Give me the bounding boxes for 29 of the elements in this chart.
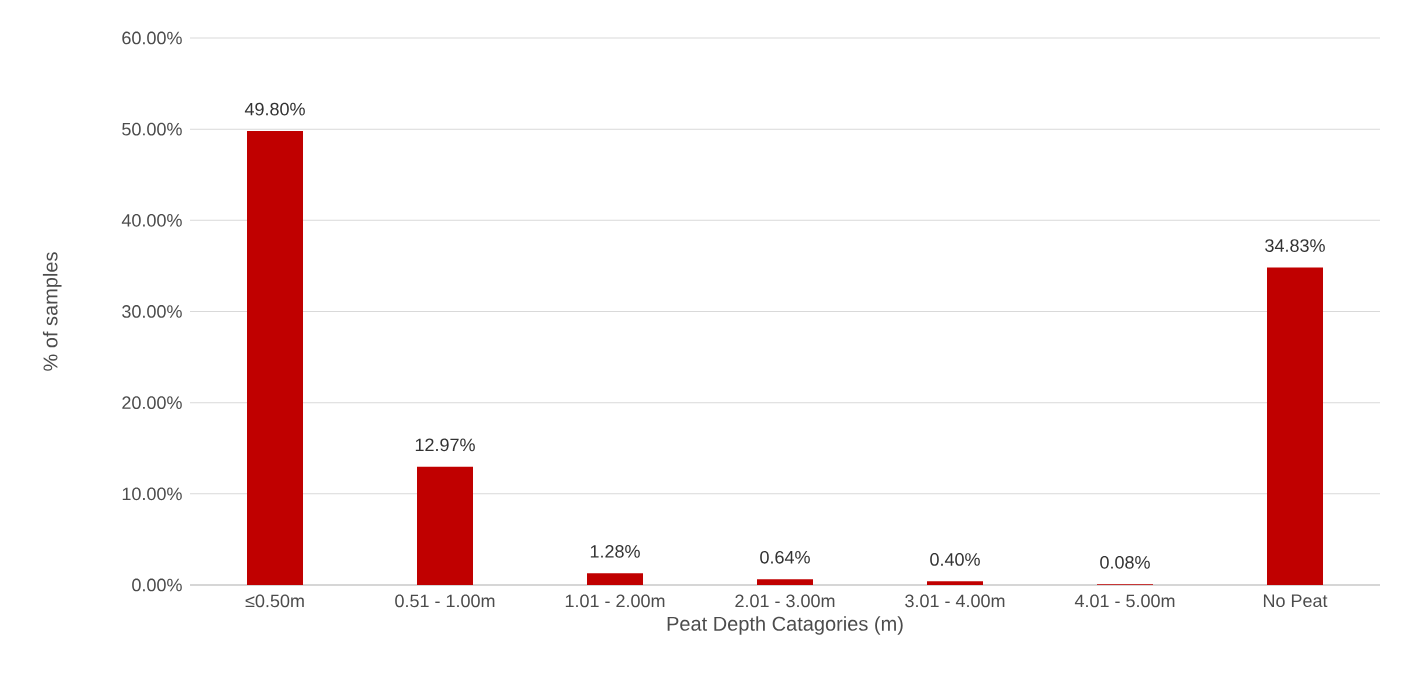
bar <box>927 581 983 585</box>
y-axis-title: % of samples <box>42 252 62 371</box>
data-label: 49.80% <box>244 102 305 116</box>
bar <box>417 466 473 585</box>
y-tick-label: 10.00% <box>122 487 182 501</box>
bar <box>1267 267 1323 585</box>
data-label: 34.83% <box>1265 239 1325 252</box>
data-label: 12.97% <box>415 438 475 452</box>
data-label: 1.28% <box>590 545 640 558</box>
data-label: 0.08% <box>1100 555 1150 569</box>
y-tick-label: 60.00% <box>122 31 182 45</box>
bar <box>757 579 813 585</box>
x-tick-label: 1.01 - 2.00m <box>565 594 665 608</box>
y-tick-label: 0.00% <box>132 578 182 592</box>
x-tick-label: 3.01 - 4.00m <box>905 594 1005 608</box>
x-tick-label: No Peat <box>1263 594 1328 608</box>
y-tick-label: 50.00% <box>122 122 182 136</box>
x-axis-title: Peat Depth Catagories (m) <box>667 616 903 635</box>
data-label: 0.64% <box>760 550 810 564</box>
x-tick-label: 4.01 - 5.00m <box>1074 594 1175 608</box>
bar <box>247 130 303 585</box>
y-tick-label: 20.00% <box>122 396 182 410</box>
x-tick-label: 0.51 - 1.00m <box>395 594 495 608</box>
y-tick-label: 30.00% <box>122 305 182 318</box>
y-tick-label: 40.00% <box>121 213 182 227</box>
data-label: 0.40% <box>930 553 980 566</box>
x-tick-label: 2.01 - 3.00m <box>735 594 835 608</box>
x-tick-label: ≤0.50m <box>245 594 304 608</box>
bar <box>587 573 643 585</box>
